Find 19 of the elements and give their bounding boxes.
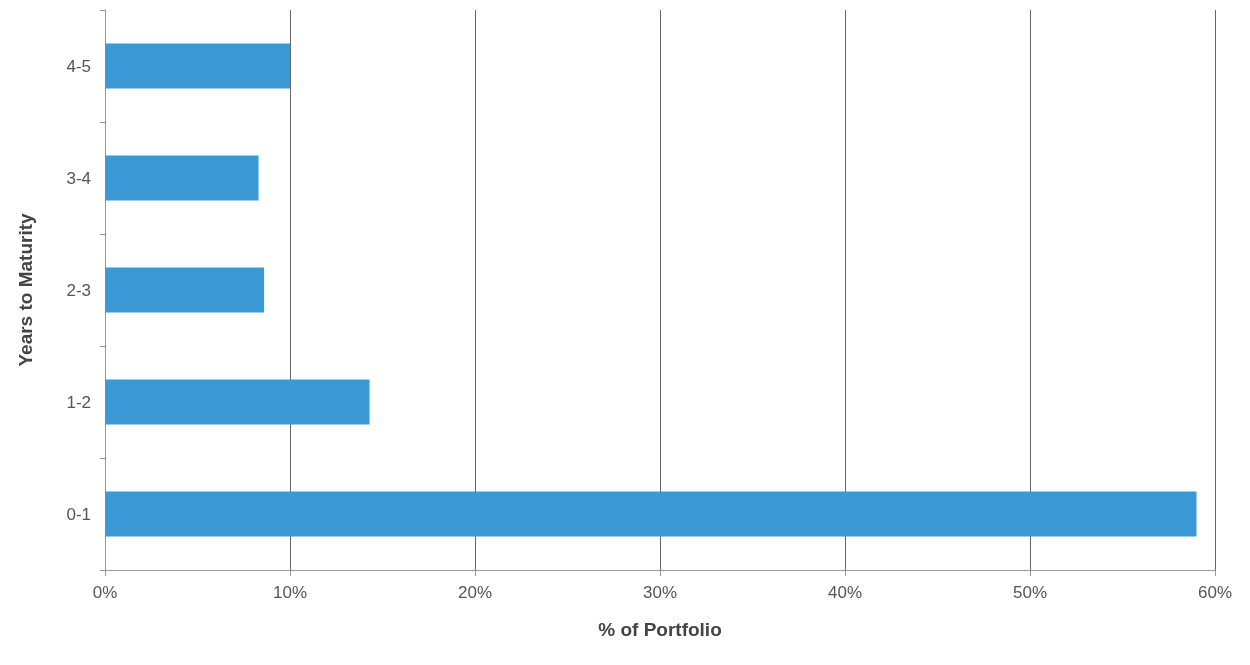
bar xyxy=(105,491,1197,537)
y-tick-label: 4-5 xyxy=(66,56,91,76)
x-tick-label: 20% xyxy=(457,583,493,602)
y-axis-title: Years to Maturity xyxy=(15,213,36,367)
bar xyxy=(105,379,370,425)
x-tick-label: 50% xyxy=(1012,583,1048,602)
x-tick-label: 30% xyxy=(642,583,678,602)
y-tick-label: 0-1 xyxy=(66,504,91,524)
y-tick-label: 2-3 xyxy=(66,280,91,300)
x-tick-label: 60% xyxy=(1197,583,1233,602)
bar xyxy=(105,155,259,201)
x-tick-label: 40% xyxy=(827,583,863,602)
x-tick-label: 10% xyxy=(272,583,308,602)
bar xyxy=(105,267,265,313)
x-tick-label: 0% xyxy=(92,583,118,602)
x-axis-title: % of Portfolio xyxy=(598,619,722,640)
bar xyxy=(105,43,290,89)
y-tick-label: 3-4 xyxy=(66,168,91,188)
y-tick-label: 1-2 xyxy=(66,392,91,412)
